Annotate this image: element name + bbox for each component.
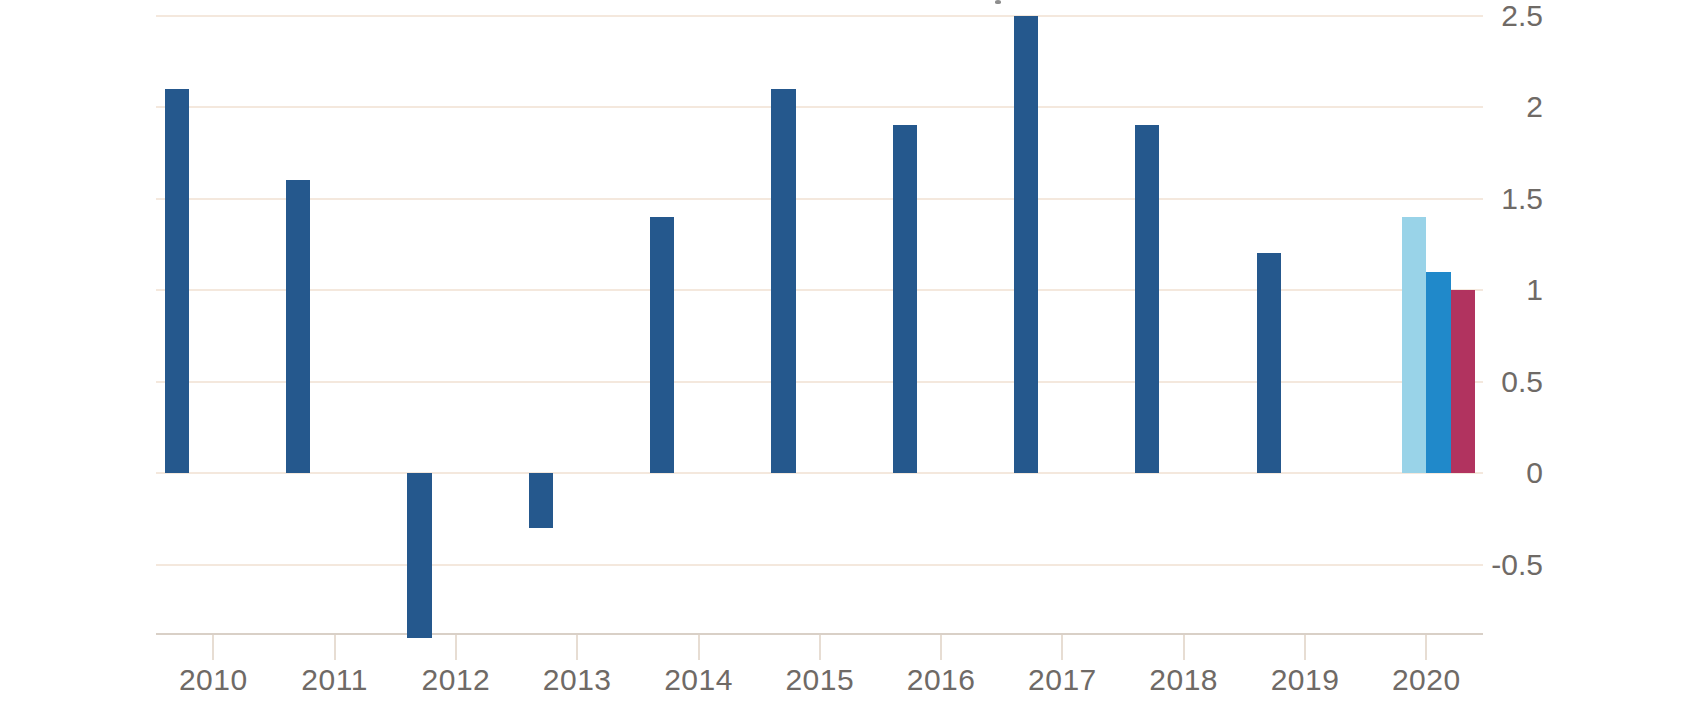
x-axis-label-2012: 2012 <box>386 663 526 697</box>
y-axis-label--0.5: -0.5 <box>1383 548 1543 582</box>
x-axis-label-2019: 2019 <box>1235 663 1375 697</box>
labels-layer: 2.5 2 1.5 1 0.5 0 -0.5 201020112012201320142015… <box>0 0 1682 713</box>
y-axis-label-1.5: 1.5 <box>1383 182 1543 216</box>
cropped-text-remnant <box>995 0 1001 4</box>
y-axis-label-2.5: 2.5 <box>1383 0 1543 33</box>
y-axis-label-0: 0 <box>1383 456 1543 490</box>
x-axis-label-2010: 2010 <box>143 663 283 697</box>
x-axis-label-2013: 2013 <box>507 663 647 697</box>
x-axis-label-2018: 2018 <box>1114 663 1254 697</box>
x-axis-label-2015: 2015 <box>750 663 890 697</box>
y-axis-label-0.5: 0.5 <box>1383 365 1543 399</box>
x-axis-label-2016: 2016 <box>871 663 1011 697</box>
x-axis-label-2011: 2011 <box>265 663 405 697</box>
x-axis-label-2014: 2014 <box>629 663 769 697</box>
y-axis-label-2: 2 <box>1383 90 1543 124</box>
y-axis-label-1: 1 <box>1383 273 1543 307</box>
x-axis-label-2017: 2017 <box>992 663 1132 697</box>
bar-chart: 2.5 2 1.5 1 0.5 0 -0.5 201020112012201320142015… <box>0 0 1682 713</box>
x-axis-label-2020: 2020 <box>1356 663 1496 697</box>
